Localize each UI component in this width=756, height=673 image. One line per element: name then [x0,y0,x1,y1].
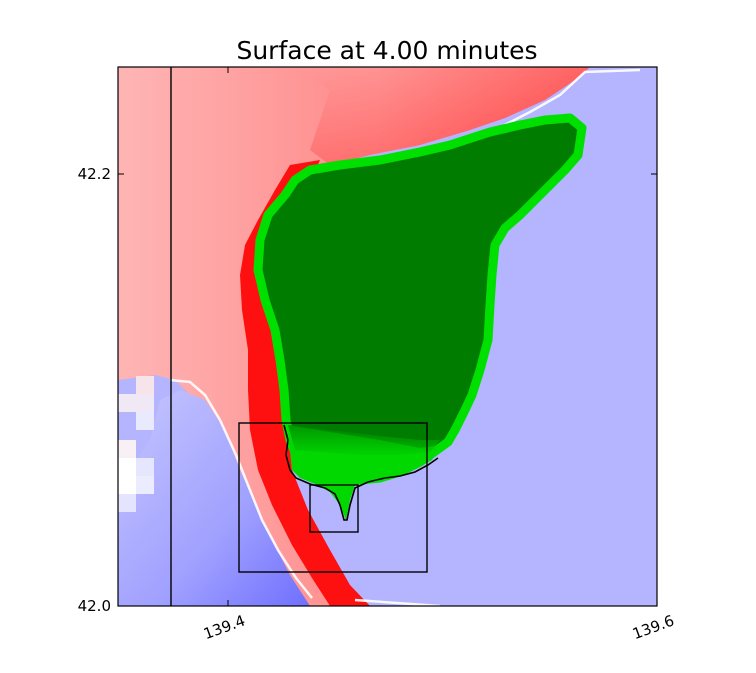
y-tick-label-42.2: 42.2 [78,165,111,183]
coastline [283,424,439,521]
region-box-large [238,422,428,573]
land-dry [258,118,582,480]
surface-zero-contour-northeast [494,68,641,132]
x-tick-label-139.4: 139.4 [201,611,248,643]
land-wet-south-gradient [288,425,440,455]
region-box-small [309,484,359,533]
positive-surface-crest [240,160,370,606]
x-tick-label-139.6: 139.6 [630,611,677,643]
y-tick-label-42.0: 42.0 [78,597,111,615]
chart-title: Surface at 4.00 minutes [236,36,537,65]
axes-frame [117,66,658,607]
land-wet-rim [253,113,587,485]
negative-surface-southwest [118,390,310,606]
x-axis-ticks [227,67,658,606]
positive-surface-north [300,67,590,165]
surface-zero-contour [169,378,441,606]
y-axis-ticks [118,173,657,607]
pale-blocks [118,376,154,512]
plot-area [118,67,657,606]
